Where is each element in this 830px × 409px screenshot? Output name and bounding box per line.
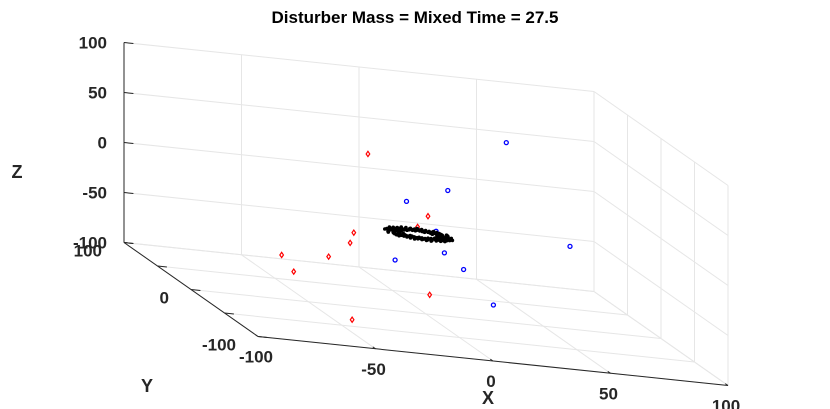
axis-lines: [123, 42, 729, 386]
grid-line: [593, 141, 729, 236]
data-points: [279, 139, 573, 324]
z-tick-label: -100: [73, 234, 107, 253]
blue-circle-point: [490, 302, 497, 308]
black-ring-point: [410, 228, 415, 233]
y-tick-label: 100: [74, 242, 102, 261]
red-diamond-point: [351, 229, 357, 237]
red-diamond-point: [326, 252, 332, 261]
black-ring-point: [423, 236, 427, 241]
red-diamond-point: [279, 251, 285, 259]
black-ring-point: [427, 229, 431, 234]
red-diamond-point: [347, 239, 353, 247]
black-ring-point: [405, 235, 409, 239]
x-tick-mark: [725, 383, 729, 386]
z-tick-label: 50: [88, 84, 107, 103]
red-diamond-point: [365, 150, 371, 158]
black-ring-point: [383, 227, 387, 231]
y-tick-mark: [157, 265, 167, 268]
red-diamond-point: [291, 267, 297, 276]
black-ring-point: [431, 229, 436, 234]
black-ring-point: [397, 233, 401, 238]
z-tick-mark: [123, 92, 134, 94]
grid-line: [593, 191, 729, 286]
black-ring-point: [405, 228, 409, 232]
z-tick-mark: [123, 42, 134, 44]
black-ring-point: [402, 234, 406, 238]
red-diamond-point: [427, 291, 433, 299]
blue-circle-point: [460, 266, 467, 273]
x-tick-label: 100: [712, 397, 740, 409]
y-tick-mark: [190, 289, 201, 291]
grid-line: [123, 42, 595, 92]
blue-circle-point: [441, 250, 448, 256]
black-ring-point: [434, 230, 439, 235]
z-tick-mark: [123, 192, 134, 194]
black-ring-point: [432, 236, 437, 240]
grid-line: [224, 312, 695, 363]
y-axis-label: Y: [141, 376, 153, 396]
x-tick-mark: [490, 358, 494, 362]
grid-line: [593, 91, 729, 186]
grid-line: [123, 142, 595, 192]
blue-circle-point: [392, 257, 398, 263]
grid-line: [123, 242, 595, 292]
x-tick-mark: [372, 346, 376, 350]
z-tick-label: -50: [82, 184, 107, 203]
z-tick-mark: [123, 142, 134, 144]
z-axis-label: Z: [12, 162, 23, 182]
x-tick-label: -50: [361, 360, 386, 379]
y-tick-label: 0: [160, 289, 169, 308]
red-diamond-point: [425, 212, 431, 220]
blue-circle-point: [403, 198, 410, 205]
x-tick-mark: [607, 370, 611, 374]
grid-line: [123, 192, 595, 242]
grid-line: [593, 241, 729, 336]
grid-line: [157, 265, 628, 316]
black-ring-point: [449, 236, 454, 241]
x-tick-label: -100: [239, 348, 273, 367]
blue-circle-point: [503, 139, 509, 146]
grid-line: [190, 289, 662, 339]
chart-title: Disturber Mass = Mixed Time = 27.5: [272, 8, 559, 27]
black-ring-point: [438, 235, 443, 239]
black-ring-point: [423, 228, 428, 233]
blue-circle-point: [445, 187, 451, 194]
black-ring-point: [429, 236, 433, 241]
black-ring-point: [444, 235, 449, 240]
black-ring-point: [408, 236, 413, 240]
x-tick-label: 0: [486, 372, 495, 391]
black-ring-point: [426, 236, 430, 240]
x-tick-mark: [255, 334, 259, 337]
y-tick-label: -100: [202, 336, 236, 355]
z-tick-label: 100: [79, 34, 107, 53]
grid-line: [123, 92, 595, 142]
red-diamond-point: [349, 316, 355, 324]
blue-circle-point: [567, 243, 573, 250]
y-tick-mark: [224, 312, 234, 315]
z-tick-label: 0: [98, 134, 107, 153]
x-tick-label: 50: [599, 384, 618, 403]
x-axis-label: X: [482, 388, 494, 408]
z-tick-mark: [123, 242, 134, 244]
black-ring-point: [386, 230, 391, 234]
y-tick-mark: [257, 336, 268, 338]
